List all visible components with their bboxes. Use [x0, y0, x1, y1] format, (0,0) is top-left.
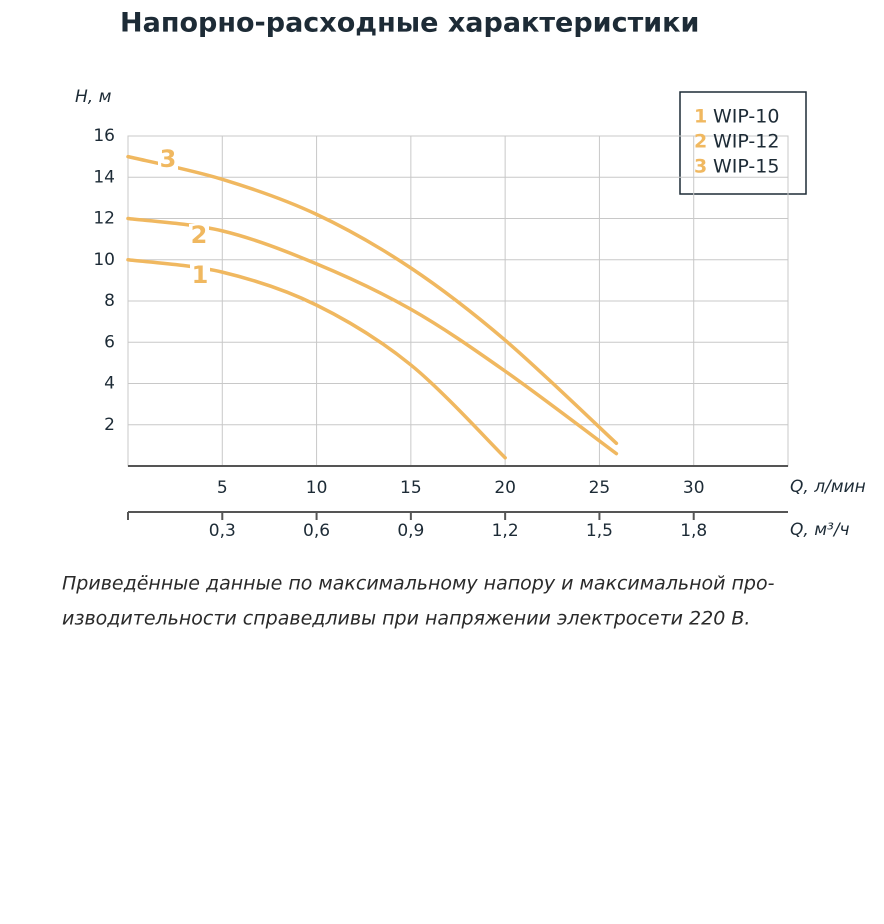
legend-label: WIP-15 — [713, 156, 779, 178]
legend-number: 3 — [694, 156, 707, 178]
curve-label: 3 — [160, 145, 177, 173]
x2-tick-label: 1,2 — [492, 521, 519, 541]
chart-title: Напорно-расходные характеристики — [120, 8, 699, 39]
x2-tick-label: 1,8 — [680, 521, 707, 541]
y-tick-label: 10 — [93, 250, 115, 270]
y-axis-label: H, м — [75, 87, 112, 107]
line — [126, 154, 619, 446]
curve-label: 1 — [192, 261, 209, 289]
curve-label-bg — [158, 148, 178, 172]
y-tick-label: 6 — [104, 332, 115, 352]
x-tick-label: 25 — [589, 478, 611, 498]
x2-tick-label: 0,3 — [209, 521, 236, 541]
legend-label: WIP-12 — [713, 131, 779, 153]
x2-axis-label: Q, м³/ч — [790, 520, 850, 540]
line — [126, 216, 619, 456]
note-line: изводительности справедливы при напряжен… — [62, 608, 750, 630]
x-tick-label: 15 — [400, 478, 422, 498]
y-tick-label: 16 — [93, 126, 115, 146]
x2-tick-label: 0,6 — [303, 521, 330, 541]
x-tick-label: 10 — [306, 478, 328, 498]
x-tick-label: 5 — [217, 478, 228, 498]
y-tick-label: 12 — [93, 209, 115, 229]
y-tick-label: 14 — [93, 167, 115, 187]
curve-label: 2 — [191, 221, 208, 249]
x2-tick-label: 1,5 — [586, 521, 613, 541]
curve-label-bg — [189, 224, 209, 248]
x-tick-label: 30 — [683, 478, 705, 498]
y-tick-label: 4 — [104, 374, 115, 394]
y-tick-label: 8 — [104, 291, 115, 311]
legend-number: 2 — [694, 131, 707, 153]
x2-tick-label: 0,9 — [397, 521, 424, 541]
note-line: Приведённые данные по максимальному напо… — [62, 573, 775, 595]
x-axis-label: Q, л/мин — [790, 477, 866, 497]
curve-label-bg — [190, 264, 210, 288]
x-tick-label: 20 — [494, 478, 516, 498]
legend-number: 1 — [694, 106, 707, 128]
y-tick-label: 2 — [104, 415, 115, 435]
legend-label: WIP-10 — [713, 106, 779, 128]
